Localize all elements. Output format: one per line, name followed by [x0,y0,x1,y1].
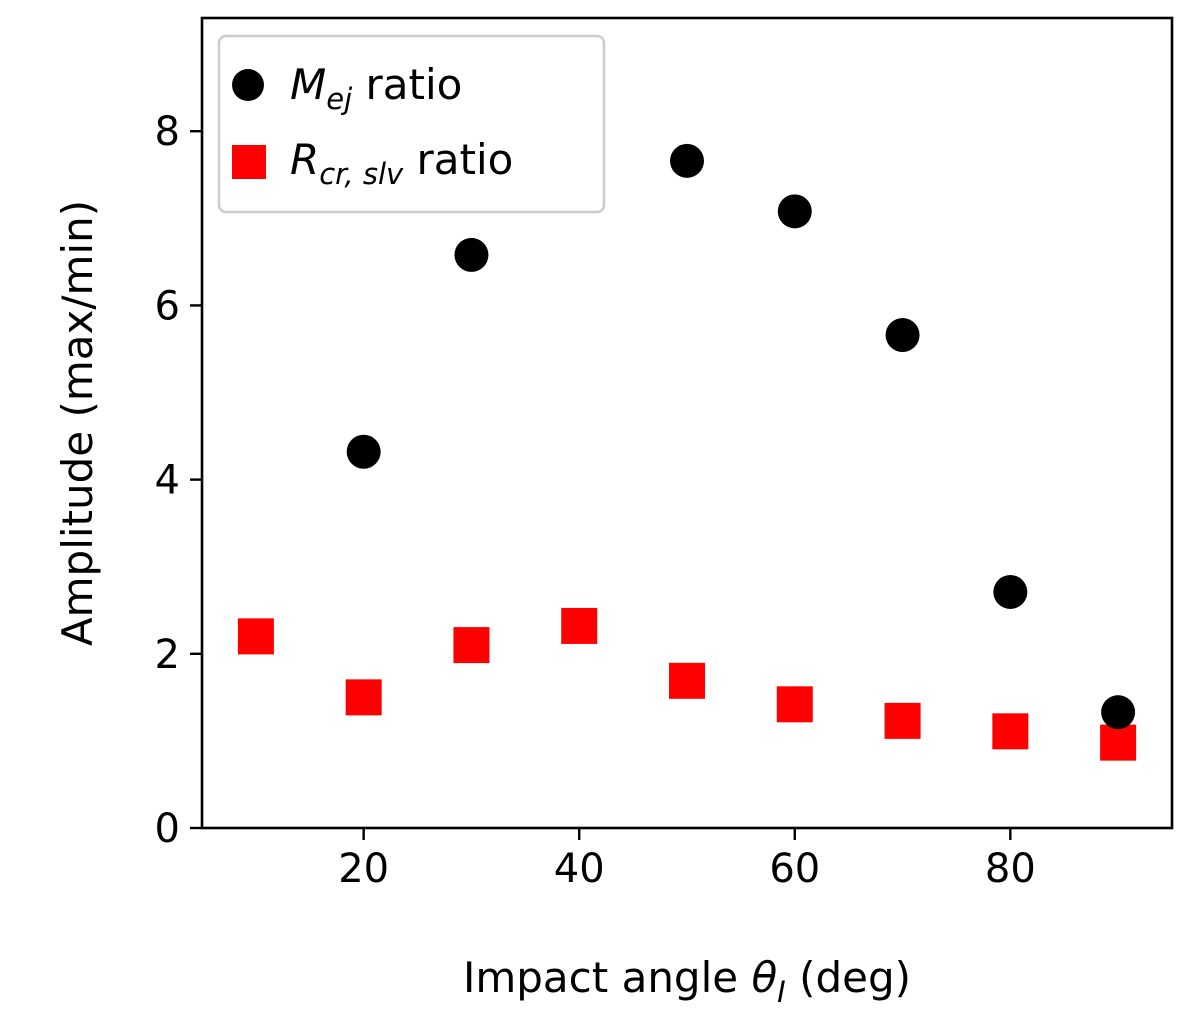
y-tick-label: 6 [155,283,180,329]
mej-ratio-point [670,143,704,178]
rcr-slv-ratio-point [561,607,598,644]
legend-box [217,34,606,214]
x-axis-label: Impact angle θI (deg) [463,953,911,1009]
y-tick-label: 4 [155,458,180,504]
mej-ratio-point [454,237,489,272]
data-points [237,143,1137,761]
x-tick-label: 80 [985,846,1036,892]
y-tick-label: 2 [155,632,180,678]
mej-ratio-point [1101,695,1136,730]
x-tick-label: 40 [554,846,605,892]
mej-ratio-point [777,194,812,229]
rcr-slv-ratio-point [669,662,705,699]
rcr-slv-ratio-point [453,627,490,664]
rcr-slv-ratio-point [1100,724,1137,761]
legend-marker-circle [232,69,264,101]
y-tick-label: 8 [155,109,180,155]
x-tick-label: 20 [338,846,389,892]
rcr-slv-ratio-point [345,679,382,716]
rcr-slv-ratio-point [776,686,813,723]
mej-ratio-point [346,434,381,469]
axis-ticks: 20 40 60 80 0 2 4 6 8 [155,109,1036,892]
x-tick-label: 60 [769,846,820,892]
y-tick-label: 0 [155,806,180,852]
legend-label-mej: Mej ratio [290,60,462,116]
rcr-slv-ratio-point [992,713,1029,750]
legend-label-rcr: Rcr, slv ratio [290,135,513,191]
plot-frame [200,16,1174,830]
mej-ratio-point [885,318,920,353]
legend: Mej ratio Rcr, slv ratio [217,34,606,214]
rcr-slv-ratio-point [237,618,274,655]
y-axis-label: Amplitude (max/min) [53,200,102,646]
rcr-slv-ratio-point [884,702,921,739]
legend-marker-square [232,145,266,179]
mej-ratio-point [993,574,1028,609]
